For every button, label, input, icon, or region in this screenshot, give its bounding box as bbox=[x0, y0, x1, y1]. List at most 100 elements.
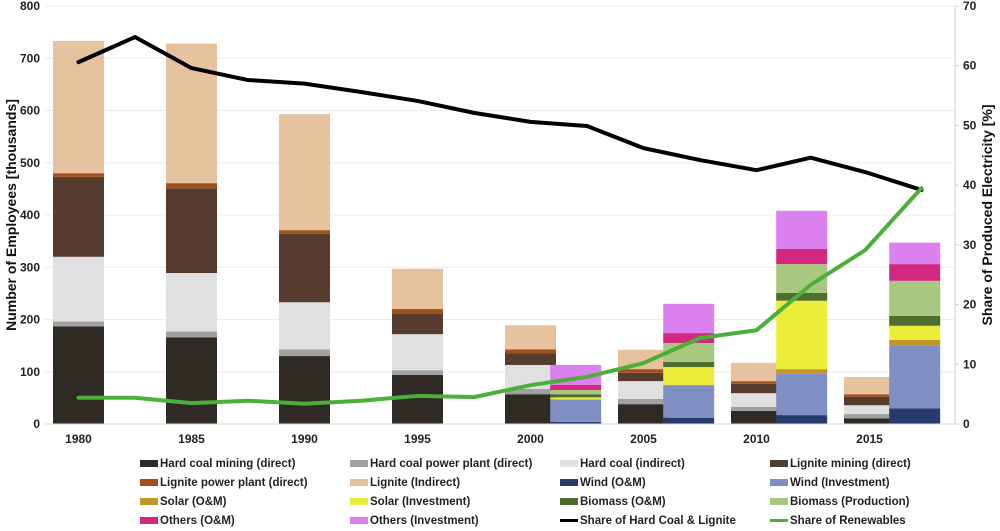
bar-segment bbox=[53, 321, 104, 327]
y2-tick-label: 0 bbox=[963, 417, 970, 431]
bar-segment bbox=[731, 381, 782, 384]
x-axis: 1980 1985 1990 1995 2000 2005 2010 2015 bbox=[45, 423, 955, 446]
bar-segment bbox=[618, 369, 669, 373]
y2-tick-label: 50 bbox=[963, 118, 977, 132]
bar-segment bbox=[279, 349, 330, 357]
legend-label: Hard coal mining (direct) bbox=[160, 457, 296, 470]
legend-line-swatch bbox=[770, 519, 788, 522]
bar-segment bbox=[844, 376, 895, 395]
x-tick-label: 2010 bbox=[743, 432, 770, 446]
stacked-bars bbox=[53, 41, 941, 424]
y-tick-label: 400 bbox=[20, 208, 40, 222]
x-tick-label: 2015 bbox=[856, 432, 883, 446]
bar-segment bbox=[844, 405, 895, 415]
y2-tick-label: 60 bbox=[963, 59, 977, 73]
bar-segment bbox=[618, 381, 669, 399]
bar-segment bbox=[279, 356, 330, 424]
legend-item: Hard coal (indirect) bbox=[560, 455, 770, 472]
employment-chart: 0 100 200 300 400 500 600 700 800 0 10 20 30 40 50 60 7… bbox=[3, 0, 995, 446]
bar-segment bbox=[663, 367, 715, 385]
bar-segment bbox=[844, 394, 895, 397]
y2-tick-label: 70 bbox=[963, 0, 977, 13]
bar-segment bbox=[279, 230, 330, 234]
bar-segment bbox=[550, 399, 602, 422]
bar-segment bbox=[889, 315, 941, 326]
x-tick-label: 1990 bbox=[291, 432, 318, 446]
legend-color-swatch bbox=[140, 498, 158, 505]
bar-segment bbox=[776, 373, 828, 416]
series-line bbox=[76, 35, 924, 192]
bar-segment bbox=[550, 399, 602, 400]
bar-segment bbox=[392, 334, 443, 371]
bar-segment bbox=[166, 272, 217, 332]
bar-segment bbox=[505, 353, 556, 365]
y-tick-label: 700 bbox=[20, 51, 40, 65]
bar-segment bbox=[550, 384, 602, 391]
legend-item: Hard coal power plant (direct) bbox=[350, 455, 560, 472]
bar-segment bbox=[776, 248, 828, 265]
legend-color-swatch bbox=[140, 460, 158, 467]
legend-item: Wind (Investment) bbox=[770, 474, 970, 491]
y-axis-title: Number of Employees [thousands] bbox=[3, 99, 19, 331]
bar-segment bbox=[166, 337, 217, 424]
legend-label: Hard coal (indirect) bbox=[580, 457, 685, 470]
y2-tick-label: 20 bbox=[963, 298, 977, 312]
bar-segment bbox=[731, 362, 782, 382]
share-lines bbox=[76, 35, 924, 406]
bar-segment bbox=[392, 309, 443, 314]
bar-segment bbox=[53, 256, 104, 322]
bar-segment bbox=[844, 396, 895, 406]
bar-segment bbox=[618, 398, 669, 405]
x-tick-label: 1980 bbox=[65, 432, 92, 446]
legend-label: Solar (O&M) bbox=[160, 495, 227, 508]
bar-segment bbox=[663, 303, 715, 334]
bar-segment bbox=[776, 415, 828, 424]
bar-segment bbox=[663, 361, 715, 368]
bar-segment bbox=[618, 372, 669, 382]
legend-label: Biomass (Production) bbox=[790, 495, 910, 508]
bar-segment bbox=[166, 43, 217, 184]
bar-segment bbox=[889, 325, 941, 340]
legend-label: Share of Hard Coal & Lignite bbox=[580, 514, 736, 527]
x-tick-label: 1985 bbox=[178, 432, 205, 446]
bar-segment bbox=[166, 188, 217, 273]
y-tick-label: 200 bbox=[20, 313, 40, 327]
legend-item: Lignite mining (direct) bbox=[770, 455, 970, 472]
y-axis-right: 0 10 20 30 40 50 60 70 bbox=[954, 0, 977, 431]
bar-segment bbox=[663, 384, 715, 386]
legend-label: Lignite power plant (direct) bbox=[160, 476, 308, 489]
legend-color-swatch bbox=[560, 498, 578, 505]
bar-segment bbox=[392, 313, 443, 335]
bar-segment bbox=[53, 173, 104, 177]
y2-tick-label: 40 bbox=[963, 178, 977, 192]
series-line bbox=[76, 186, 924, 406]
legend-color-swatch bbox=[350, 517, 368, 524]
legend-color-swatch bbox=[770, 498, 788, 505]
legend-color-swatch bbox=[560, 479, 578, 486]
y-tick-label: 500 bbox=[20, 156, 40, 170]
legend-label: Hard coal power plant (direct) bbox=[370, 457, 533, 470]
bar-segment bbox=[53, 176, 104, 257]
y2-tick-label: 30 bbox=[963, 238, 977, 252]
bar-segment bbox=[279, 302, 330, 350]
bar-segment bbox=[505, 349, 556, 354]
bar-segment bbox=[663, 385, 715, 418]
legend-line-swatch bbox=[560, 519, 578, 522]
bar-segment bbox=[776, 292, 828, 301]
bar-segment bbox=[663, 417, 715, 424]
legend-color-swatch bbox=[140, 479, 158, 486]
y-tick-label: 800 bbox=[20, 0, 40, 13]
legend-label: Others (O&M) bbox=[160, 514, 235, 527]
legend-item: Others (O&M) bbox=[140, 512, 350, 529]
y-tick-label: 100 bbox=[20, 365, 40, 379]
bar-segment bbox=[889, 408, 941, 424]
legend-label: Wind (Investment) bbox=[790, 476, 890, 489]
legend-item: Wind (O&M) bbox=[560, 474, 770, 491]
legend-item: Lignite power plant (direct) bbox=[140, 474, 350, 491]
bar-segment bbox=[53, 326, 104, 424]
legend-item: Solar (O&M) bbox=[140, 493, 350, 510]
legend-item: Share of Hard Coal & Lignite bbox=[560, 512, 770, 529]
legend-label: Wind (O&M) bbox=[580, 476, 646, 489]
bar-segment bbox=[505, 325, 556, 350]
legend-label: Lignite (Indirect) bbox=[370, 476, 461, 489]
